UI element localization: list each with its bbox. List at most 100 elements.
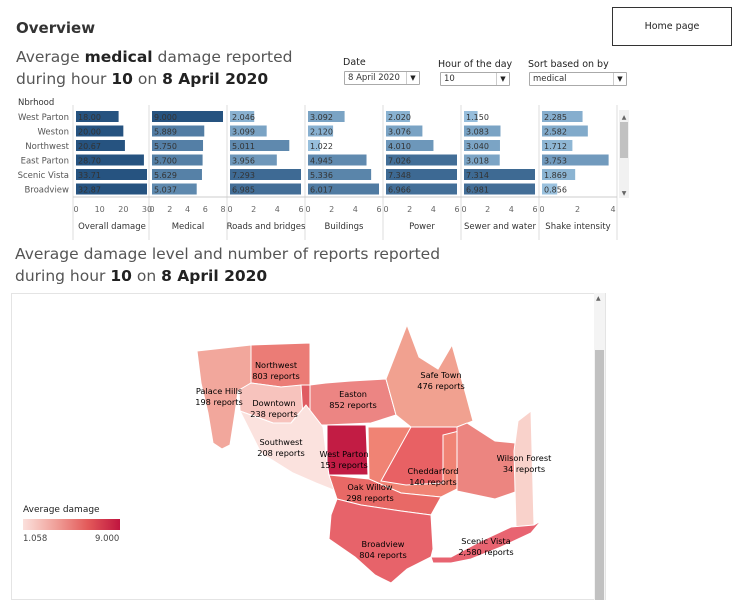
region-broadview[interactable] — [328, 498, 434, 584]
bar-value-label: 6.985 — [232, 186, 255, 195]
bar-value-label: 20.00 — [78, 128, 101, 137]
bar-value-label: 5.889 — [154, 128, 177, 137]
bar-value-label: 32.87 — [78, 186, 101, 195]
date-dropdown[interactable]: 8 April 2020 ▼ — [344, 71, 420, 85]
map-region-reports: 852 reports — [329, 400, 377, 410]
page-title: Overview — [16, 19, 96, 37]
tick-label: 2 — [167, 205, 172, 214]
bar-value-label: 6.966 — [388, 186, 411, 195]
map-region-reports: 140 reports — [409, 477, 457, 487]
region-west-parton[interactable] — [326, 424, 369, 476]
bar — [542, 183, 558, 195]
bar — [308, 183, 379, 195]
bar — [152, 111, 223, 122]
map-region-name: Scenic Vista — [461, 536, 511, 546]
title-text: Average — [16, 48, 85, 66]
bar-value-label: 7.314 — [466, 171, 489, 180]
tick-label: 0 — [461, 205, 466, 214]
tick-label: 0 — [149, 205, 154, 214]
title-text: on — [132, 70, 163, 88]
tick-label: 4 — [353, 205, 358, 214]
legend-max: 9.000 — [95, 534, 120, 544]
category-label: Scenic Vista — [18, 171, 69, 181]
bar — [308, 111, 345, 122]
map-region-name: Safe Town — [420, 370, 461, 380]
scroll-down-icon: ▼ — [622, 190, 627, 197]
chevron-down-icon[interactable]: ▼ — [613, 73, 626, 85]
bar-value-label: 3.076 — [388, 128, 411, 137]
bar-value-label: 5.750 — [154, 142, 177, 151]
title-hour: 10 — [111, 70, 133, 88]
map-region-name: West Parton — [319, 449, 368, 459]
sort-filter-label: Sort based on by — [528, 59, 609, 70]
bar — [76, 154, 144, 166]
bar-value-label: 28.70 — [78, 157, 101, 166]
tick-label: 0 — [73, 205, 78, 214]
map-region-name: Southwest — [259, 437, 303, 447]
bar-value-label: 6.017 — [310, 186, 333, 195]
bar — [464, 125, 501, 137]
damage-bar-chart: Nbrhood West Parton Weston Northwest East Pa… — [18, 98, 629, 240]
bar — [542, 140, 573, 151]
bar-value-label: 3.083 — [466, 128, 489, 137]
region-scenic-vista[interactable] — [430, 520, 542, 564]
title-text: damage reported — [152, 48, 293, 66]
region-southwest[interactable] — [238, 404, 337, 492]
bar-value-label: 33.71 — [78, 171, 101, 180]
map-region-name: Cheddarford — [407, 466, 458, 476]
bar-value-label: 3.956 — [232, 157, 255, 166]
sort-dropdown[interactable]: medical ▼ — [529, 72, 627, 86]
row-header: Nbrhood — [18, 98, 54, 108]
tick-label: 2 — [251, 205, 256, 214]
chevron-down-icon[interactable]: ▼ — [406, 72, 419, 84]
bar-value-label: 3.092 — [310, 113, 333, 122]
tick-label: 0 — [227, 205, 232, 214]
bar-chart-title: Average medical damage reported during h… — [16, 46, 293, 90]
category-label: Northwest — [25, 142, 69, 152]
region-safe-town[interactable] — [385, 323, 474, 428]
map-region-reports: 2,580 reports — [458, 547, 513, 557]
bar-value-label: 1.022 — [310, 142, 333, 151]
bar — [464, 140, 500, 151]
panel-title: Power — [409, 222, 435, 232]
map-region-reports: 208 reports — [257, 448, 305, 458]
tick-label: 4 — [610, 205, 615, 214]
bar — [152, 183, 197, 195]
tick-label: 6 — [532, 205, 537, 214]
bar-value-label: 3.753 — [544, 157, 567, 166]
bar — [76, 140, 125, 151]
tick-label: 2 — [485, 205, 490, 214]
map-region-name: Oak Willow — [347, 482, 393, 492]
chevron-down-icon[interactable]: ▼ — [496, 73, 509, 85]
title-text: on — [131, 267, 162, 285]
bar — [386, 169, 457, 180]
map-region-name: Northwest — [255, 360, 298, 370]
hour-dropdown[interactable]: 10 ▼ — [440, 72, 510, 86]
map-scrollbar-thumb[interactable] — [595, 350, 604, 600]
bar-value-label: 5.037 — [154, 186, 177, 195]
bar — [386, 154, 457, 166]
bar-value-label: 2.582 — [544, 128, 567, 137]
bar — [464, 183, 535, 195]
category-label: West Parton — [18, 113, 69, 123]
panel-title: Overall damage — [78, 222, 146, 232]
date-filter-label: Date — [343, 57, 366, 68]
bar-value-label: 4.010 — [388, 142, 411, 151]
bar-value-label: 7.026 — [388, 157, 411, 166]
map-region-reports: 298 reports — [346, 493, 394, 503]
tick-label: 0 — [539, 205, 544, 214]
home-page-button[interactable]: Home page — [612, 7, 732, 46]
scroll-up-icon[interactable]: ▲ — [596, 295, 601, 302]
title-text: Average damage level and number of repor… — [15, 245, 441, 263]
panel-title: Buildings — [325, 222, 364, 232]
panel-title: Roads and bridges — [227, 222, 306, 232]
map-region-reports: 238 reports — [250, 409, 298, 419]
map-region-reports: 476 reports — [417, 381, 465, 391]
bar-value-label: 2.046 — [232, 113, 255, 122]
legend-color-ramp — [23, 519, 120, 530]
title-metric: medical — [84, 48, 153, 66]
bar — [464, 169, 535, 180]
bar — [464, 154, 500, 166]
tick-label: 6 — [298, 205, 303, 214]
